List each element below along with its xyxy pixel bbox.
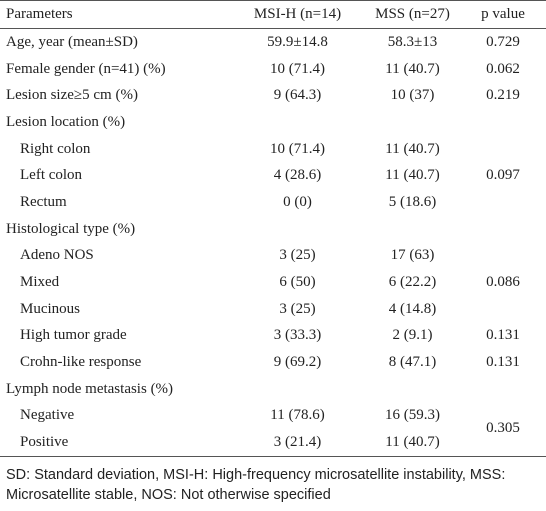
table-row: Lesion location (%) [0, 109, 546, 136]
p-value-cell [460, 296, 546, 323]
empty-cell [365, 376, 460, 403]
value-cell: 10 (71.4) [270, 60, 325, 77]
value-cell: 6 (22.2) [388, 274, 437, 291]
p-value-cell: 0.062 [460, 56, 546, 83]
table-row: Lesion size≥5 cm (%) 9 (64.3) 10 (37) 0.219 [0, 82, 546, 109]
table-row: Age, year (mean±SD) 59.9±14.8 58.3±13 0.729 [0, 29, 546, 56]
row-label: Positive [20, 434, 69, 451]
value-cell: 11 (40.7) [385, 140, 440, 157]
row-label: Age, year (mean±SD) [6, 33, 138, 50]
table-row: Mucinous 3 (25) 4 (14.8) [0, 296, 546, 323]
p-value-cell [460, 243, 546, 270]
value-cell: 59.9±14.8 [267, 33, 328, 50]
value-cell: 3 (25) [279, 247, 316, 264]
header-cell: MSS (n=27) [375, 6, 450, 22]
table-row: Right colon 10 (71.4) 11 (40.7) [0, 136, 546, 163]
p-value: 0.219 [486, 87, 520, 104]
table-body: Age, year (mean±SD) 59.9±14.8 58.3±13 0.729… [0, 29, 546, 457]
p-value: 0.305 [486, 420, 520, 437]
value-cell: 9 (64.3) [273, 87, 322, 104]
value-cell: 4 (28.6) [273, 167, 322, 184]
value-cell: 11 (78.6) [270, 407, 325, 424]
p-value-cell [460, 136, 546, 163]
p-value-cell: 0.219 [460, 82, 546, 109]
value-cell: 3 (25) [279, 300, 316, 317]
table-row: Mixed 6 (50) 6 (22.2) 0.086 [0, 269, 546, 296]
table-row: Female gender (n=41) (%) 10 (71.4) 11 (40.… [0, 56, 546, 83]
p-value-cell [460, 216, 546, 243]
table-row: Lymph node metastasis (%) [0, 376, 546, 403]
value-cell: 10 (71.4) [270, 140, 325, 157]
row-label: Right colon [20, 140, 91, 157]
value-cell: 9 (69.2) [273, 354, 322, 371]
row-label: High tumor grade [20, 327, 127, 344]
empty-cell [230, 109, 365, 136]
p-value-cell: 0.097 [460, 162, 546, 189]
value-cell: 58.3±13 [387, 33, 438, 50]
p-value: 0.131 [486, 327, 520, 344]
row-label: Lesion location (%) [6, 113, 126, 130]
row-label: Negative [20, 407, 75, 424]
row-label: Left colon [20, 167, 83, 184]
p-value-cell: 0.729 [460, 29, 546, 56]
table-row: Histological type (%) [0, 216, 546, 243]
value-cell: 2 (9.1) [392, 327, 433, 344]
p-value-cell: 0.305 [460, 403, 546, 436]
row-label: Adeno NOS [20, 247, 94, 264]
row-label: Lymph node metastasis (%) [6, 380, 174, 397]
table-row: Positive 3 (21.4) 11 (40.7) [0, 429, 546, 457]
value-cell: 11 (40.7) [385, 60, 440, 77]
p-value-cell: 0.131 [460, 349, 546, 376]
header-cell: MSI-H (n=14) [253, 6, 342, 22]
header-row: Parameters MSI-H (n=14) MSS (n=27) p val… [0, 0, 546, 29]
footnote: SD: Standard deviation, MSI-H: High-freq… [6, 467, 506, 503]
header-cell: Parameters [6, 6, 73, 22]
value-cell: 5 (18.6) [388, 193, 437, 210]
p-value: 0.131 [486, 354, 520, 371]
value-cell: 16 (59.3) [385, 407, 440, 424]
header-cell: p value [481, 6, 525, 22]
value-cell: 11 (40.7) [385, 167, 440, 184]
p-value: 0.097 [486, 167, 520, 184]
empty-cell [230, 216, 365, 243]
row-label: Histological type (%) [6, 220, 136, 237]
value-cell: 4 (14.8) [388, 300, 437, 317]
p-value-cell [460, 376, 546, 403]
empty-cell [230, 376, 365, 403]
row-label: Mucinous [20, 300, 80, 317]
empty-cell [365, 109, 460, 136]
table-row: Negative 11 (78.6) 16 (59.3) 0.305 [0, 403, 546, 436]
p-value: 0.062 [486, 60, 520, 77]
row-label: Female gender (n=41) (%) [6, 60, 166, 77]
table-row: Rectum 0 (0) 5 (18.6) [0, 189, 546, 216]
table-row: Adeno NOS 3 (25) 17 (63) [0, 243, 546, 270]
p-value: 0.086 [486, 274, 520, 291]
value-cell: 11 (40.7) [385, 434, 440, 451]
value-cell: 17 (63) [390, 247, 435, 264]
data-table: Parameters MSI-H (n=14) MSS (n=27) p val… [0, 0, 546, 457]
p-value-cell [460, 109, 546, 136]
empty-cell [365, 216, 460, 243]
value-cell: 3 (21.4) [273, 434, 322, 451]
value-cell: 6 (50) [279, 274, 316, 291]
value-cell: 8 (47.1) [388, 354, 437, 371]
table-row: Crohn-like response 9 (69.2) 8 (47.1) 0.131 [0, 349, 546, 376]
p-value-cell [460, 189, 546, 216]
row-label: Rectum [20, 193, 67, 210]
value-cell: 0 (0) [283, 193, 312, 210]
table-row: High tumor grade 3 (33.3) 2 (9.1) 0.131 [0, 323, 546, 350]
value-cell: 10 (37) [390, 87, 435, 104]
p-value: 0.729 [486, 33, 520, 50]
table-row: Left colon 4 (28.6) 11 (40.7) 0.097 [0, 162, 546, 189]
p-value-cell: 0.131 [460, 323, 546, 350]
row-label: Mixed [20, 274, 60, 291]
p-value-cell: 0.086 [460, 269, 546, 296]
value-cell: 3 (33.3) [273, 327, 322, 344]
row-label: Lesion size≥5 cm (%) [6, 87, 138, 104]
row-label: Crohn-like response [20, 354, 142, 371]
